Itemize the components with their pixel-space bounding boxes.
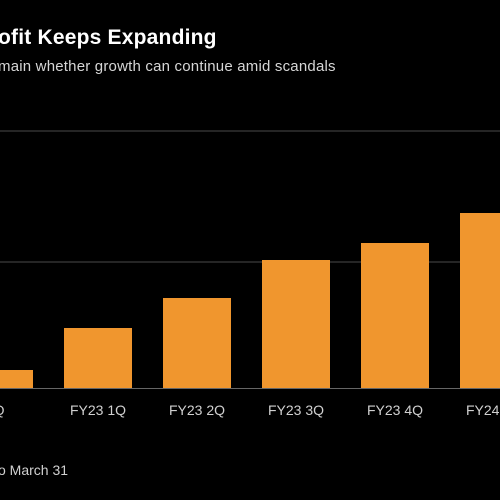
bar xyxy=(163,298,231,388)
chart-footnote: o March 31 xyxy=(0,462,69,478)
x-tick-label: FY23 1Q xyxy=(70,402,126,418)
x-tick-label: FY23 2Q xyxy=(169,402,225,418)
bar xyxy=(262,260,330,388)
x-tick-label: FY23 4Q xyxy=(367,402,423,418)
x-tick-label: FY23 3Q xyxy=(268,402,324,418)
bar xyxy=(361,243,429,388)
bar xyxy=(64,328,132,388)
x-tick-label: Q xyxy=(0,402,5,418)
bar xyxy=(460,213,500,388)
chart-subtitle: main whether growth can continue amid sc… xyxy=(0,58,336,75)
bar xyxy=(0,370,33,388)
chart-title: ofit Keeps Expanding xyxy=(0,26,217,49)
x-tick-label: FY24 1Q xyxy=(466,402,500,418)
